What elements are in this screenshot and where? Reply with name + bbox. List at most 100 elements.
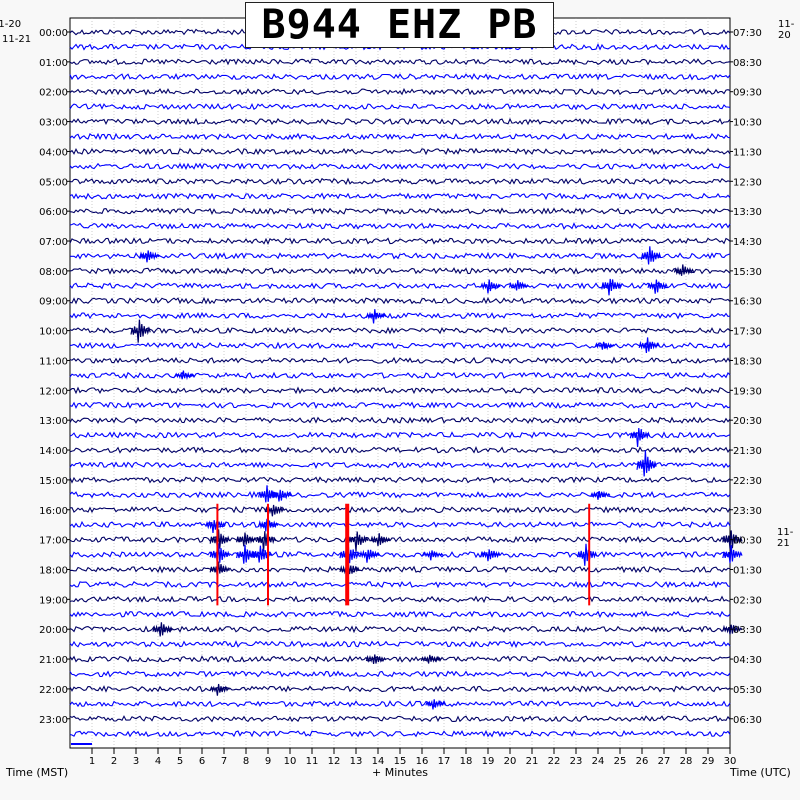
seismic-event [271, 489, 292, 502]
x-tick-label: 20 [504, 756, 517, 767]
left-hour-label: 21:00 [39, 655, 68, 666]
right-hour-label: 09:30 [733, 88, 762, 99]
seismic-event [480, 279, 501, 294]
seismic-trace [69, 147, 731, 156]
seismic-trace [69, 87, 731, 96]
seismic-trace [69, 162, 731, 171]
right-hour-label: 06:30 [733, 715, 762, 726]
x-tick-label: 12 [328, 756, 341, 767]
seismic-event [370, 533, 391, 547]
seismic-trace [69, 640, 731, 649]
footer-center-label: + Minutes [372, 766, 429, 779]
x-tick-label: 9 [265, 756, 271, 767]
seismic-trace [69, 102, 731, 111]
left-hour-label: 18:00 [39, 565, 68, 576]
left-hour-labels: 00:00 01:00 02:00 03:00 04:00 05:00 06:00 07:00… [39, 28, 70, 726]
seismic-trace [69, 715, 731, 723]
seismic-event [722, 530, 743, 549]
right-hour-label: 17:30 [733, 327, 762, 338]
seismic-event [139, 250, 160, 263]
seismic-event [209, 683, 230, 696]
right-hour-label: 16:30 [733, 297, 762, 308]
x-tick-label: 25 [614, 756, 627, 767]
left-hour-label: 08:00 [39, 267, 68, 278]
right-hour-label: 00:30 [733, 536, 762, 547]
seismic-event [640, 246, 662, 265]
x-tick-label: 2 [111, 756, 117, 767]
left-hour-label: 10:00 [39, 327, 68, 338]
seismic-trace [69, 476, 731, 484]
left-hour-label: 23:00 [39, 715, 68, 726]
seismic-trace [69, 117, 731, 126]
x-tick-label: 29 [702, 756, 715, 767]
seismic-event [423, 550, 444, 561]
seismic-trace [69, 386, 731, 395]
seismic-trace [69, 535, 731, 544]
seismic-event [209, 543, 230, 565]
x-tick-label: 3 [133, 756, 139, 767]
x-tick-label: 11 [306, 756, 319, 767]
seismic-event [577, 543, 598, 566]
right-hour-label: 08:30 [733, 58, 762, 69]
left-hour-label: 07:00 [39, 237, 68, 248]
left-hour-label: 19:00 [39, 595, 68, 606]
right-hour-label: 02:30 [733, 595, 762, 606]
right-hour-label: 04:30 [733, 655, 762, 666]
seismic-trace [69, 296, 731, 305]
seismic-trace [69, 685, 731, 693]
seismic-event [255, 531, 277, 552]
seismic-event [722, 624, 743, 635]
seismic-event [339, 563, 360, 577]
seismic-event [174, 370, 195, 381]
seismic-trace [69, 192, 731, 201]
seismic-trace [69, 73, 731, 81]
x-tick-label: 23 [570, 756, 583, 767]
right-hour-label: 10:30 [733, 118, 762, 129]
seismic-trace [69, 490, 731, 499]
seismic-trace [69, 58, 731, 66]
seismic-event [647, 279, 668, 294]
left-hour-label: 03:00 [39, 118, 68, 129]
seismic-trace [69, 356, 731, 365]
seismic-trace [69, 729, 731, 738]
left-date-previous: 11-20 [0, 19, 22, 30]
right-hour-label: 12:30 [733, 177, 762, 188]
left-hour-label: 17:00 [39, 536, 68, 547]
seismic-trace [69, 551, 731, 559]
seismic-event [365, 654, 387, 664]
right-date-current: 11-21 [777, 527, 794, 549]
seismic-event [629, 427, 651, 447]
left-hour-label: 02:00 [39, 88, 68, 99]
x-tick-label: 10 [284, 756, 297, 767]
seismic-trace [69, 700, 731, 708]
seismic-trace [69, 282, 731, 290]
right-hour-label: 19:30 [733, 386, 762, 397]
x-tick-label: 6 [199, 756, 205, 767]
seismic-trace [69, 595, 731, 604]
right-hour-label: 03:30 [733, 625, 762, 636]
x-tick-label: 22 [548, 756, 561, 767]
left-hour-label: 14:00 [39, 446, 68, 457]
x-tick-label: 13 [350, 756, 363, 767]
x-tick-label: 21 [526, 756, 539, 767]
footer-left-label: Time (MST) [6, 766, 69, 779]
x-tick-label: 24 [592, 756, 605, 767]
seismic-trace [69, 446, 731, 454]
seismic-trace [69, 311, 731, 320]
left-date-current: 11-21 [2, 34, 32, 45]
x-tick-label: 19 [482, 756, 495, 767]
x-tick-label: 8 [243, 756, 249, 767]
seismic-trace [69, 655, 731, 663]
seismic-event [636, 450, 657, 477]
left-hour-label: 15:00 [39, 476, 68, 487]
x-tick-label: 15 [394, 756, 407, 767]
left-hour-label: 16:00 [39, 506, 68, 517]
seismic-trace [69, 416, 731, 424]
left-hour-label: 04:00 [39, 147, 68, 158]
right-hour-label: 20:30 [733, 416, 762, 427]
right-hour-label: 23:30 [733, 506, 762, 517]
right-hour-label: 18:30 [733, 356, 762, 367]
x-tick-label: 7 [221, 756, 227, 767]
seismic-event [348, 531, 369, 552]
x-tick-label: 4 [155, 756, 161, 767]
